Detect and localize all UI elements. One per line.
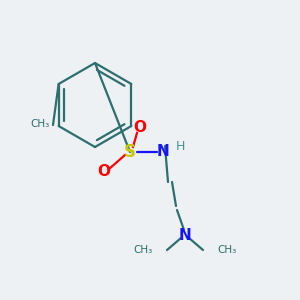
Text: H: H (175, 140, 185, 154)
Text: CH₃: CH₃ (31, 119, 50, 129)
Text: CH₃: CH₃ (217, 245, 236, 255)
Text: CH₃: CH₃ (134, 245, 153, 255)
Text: S: S (124, 143, 136, 161)
Text: N: N (157, 145, 169, 160)
Text: N: N (178, 227, 191, 242)
Text: O: O (134, 121, 146, 136)
Text: O: O (98, 164, 110, 179)
